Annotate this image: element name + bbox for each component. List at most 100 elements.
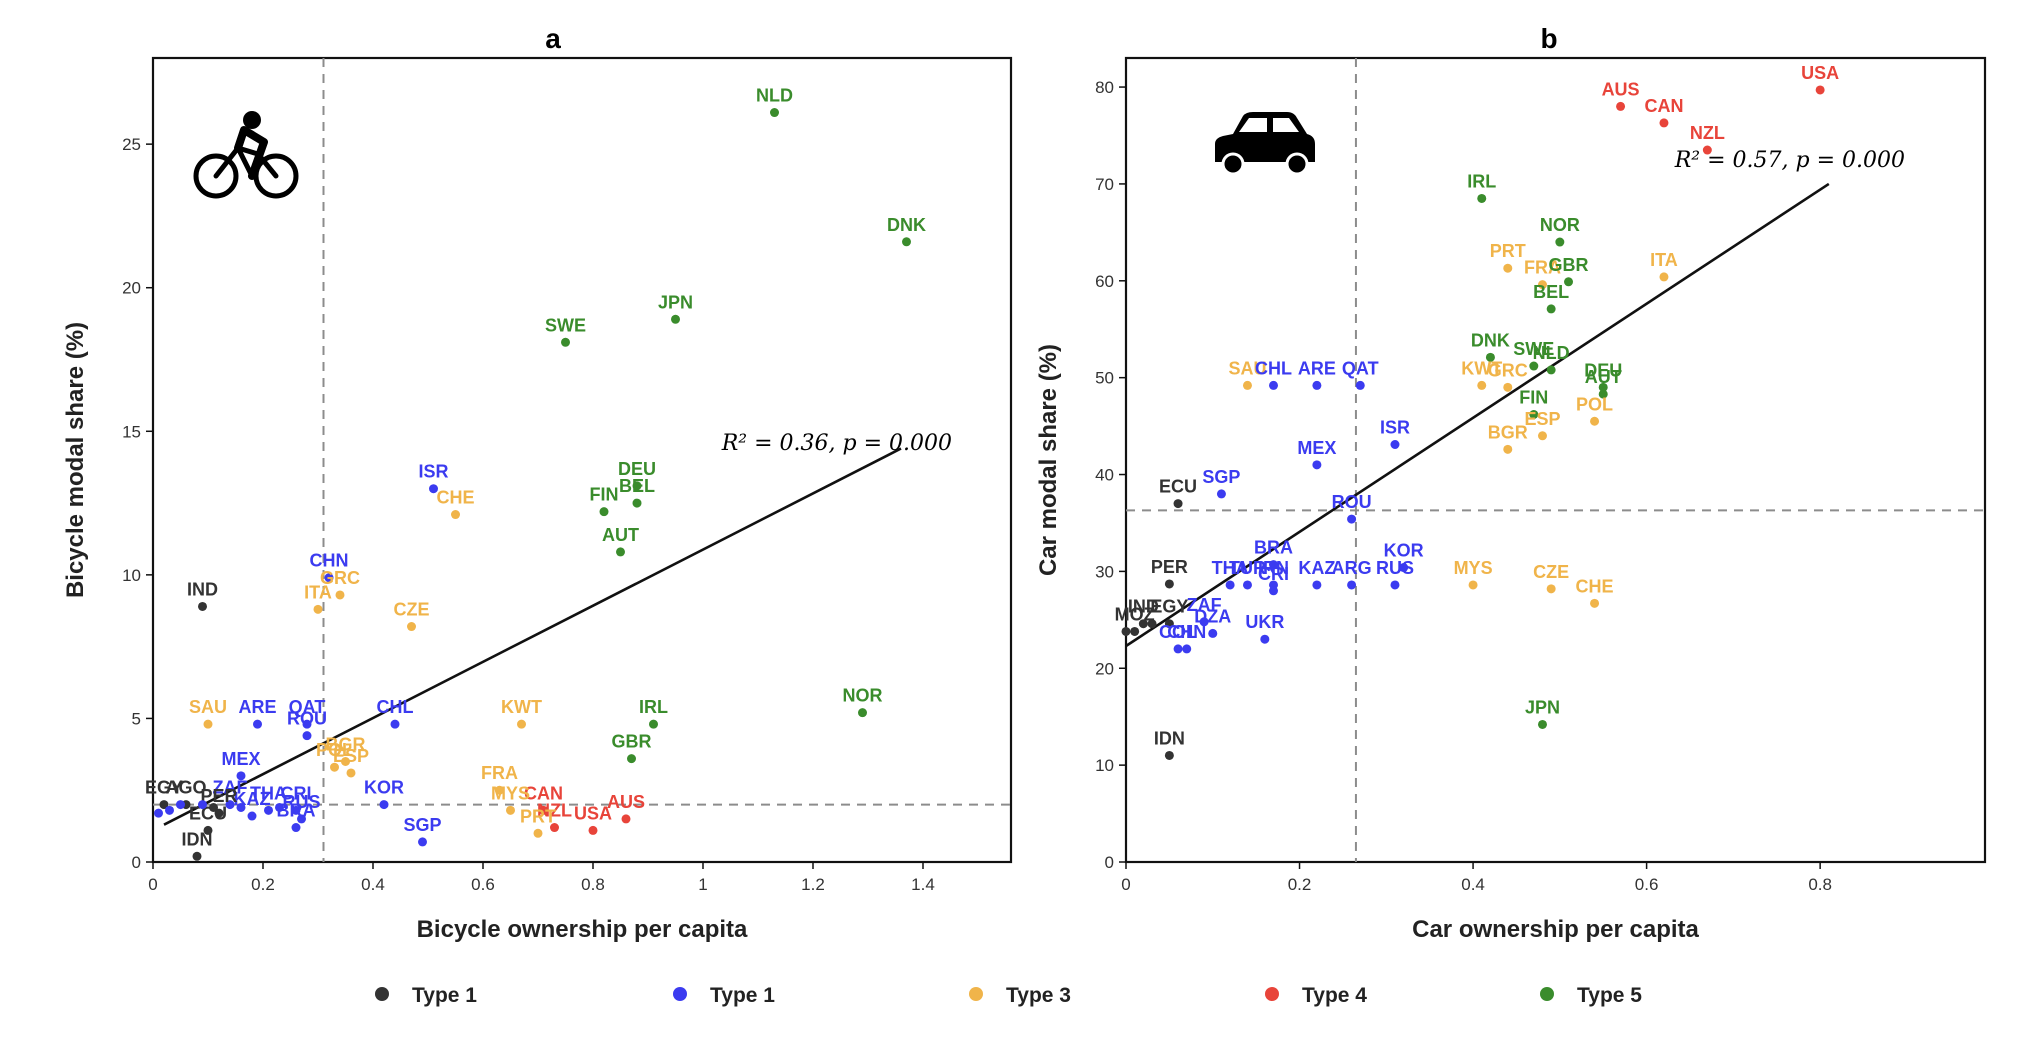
data-point[interactable] <box>599 507 609 517</box>
data-point[interactable] <box>1312 580 1322 590</box>
data-point[interactable] <box>1121 626 1131 636</box>
data-point[interactable] <box>1659 118 1669 128</box>
data-point[interactable] <box>621 814 631 824</box>
data-point[interactable] <box>302 731 312 741</box>
data-point[interactable] <box>236 802 246 812</box>
data-point[interactable] <box>379 800 389 810</box>
data-point[interactable] <box>1173 499 1183 509</box>
data-point[interactable] <box>154 808 163 818</box>
data-point[interactable] <box>302 719 312 729</box>
data-point[interactable] <box>1503 263 1513 273</box>
data-point[interactable] <box>1199 617 1209 627</box>
data-point[interactable] <box>1269 380 1279 390</box>
data-point[interactable] <box>1477 193 1487 203</box>
data-point[interactable] <box>1347 514 1357 524</box>
data-point[interactable] <box>1347 580 1357 590</box>
data-point[interactable] <box>1564 277 1574 287</box>
data-point[interactable] <box>1269 560 1279 570</box>
data-point[interactable] <box>418 837 427 847</box>
data-point[interactable] <box>649 719 658 729</box>
data-point[interactable] <box>1138 619 1148 629</box>
data-point[interactable] <box>313 604 323 614</box>
data-point[interactable] <box>1702 145 1712 155</box>
data-point[interactable] <box>627 754 636 764</box>
data-point[interactable] <box>770 108 779 118</box>
data-point[interactable] <box>632 481 642 491</box>
data-point[interactable] <box>264 805 273 815</box>
data-point[interactable] <box>1164 619 1174 629</box>
data-point[interactable] <box>1598 389 1608 399</box>
data-point[interactable] <box>902 237 911 247</box>
data-point[interactable] <box>588 825 598 835</box>
data-point[interactable] <box>176 800 185 810</box>
data-point[interactable] <box>495 785 504 795</box>
data-point[interactable] <box>346 768 356 778</box>
data-point[interactable] <box>198 800 207 810</box>
data-point[interactable] <box>1164 750 1174 760</box>
data-point[interactable] <box>632 498 642 508</box>
data-point[interactable] <box>198 601 207 611</box>
data-point[interactable] <box>407 622 416 632</box>
data-point[interactable] <box>214 808 224 818</box>
data-point[interactable] <box>1659 272 1669 282</box>
data-point[interactable] <box>1815 85 1825 95</box>
data-point[interactable] <box>1399 563 1409 573</box>
data-point[interactable] <box>550 823 559 833</box>
data-point[interactable] <box>429 484 438 494</box>
data-point[interactable] <box>1529 361 1539 371</box>
data-point[interactable] <box>330 762 339 772</box>
data-point[interactable] <box>1390 580 1400 590</box>
data-point[interactable] <box>1242 380 1252 390</box>
data-point[interactable] <box>858 708 867 718</box>
data-point[interactable] <box>1164 579 1174 589</box>
data-point[interactable] <box>1130 626 1140 636</box>
data-point[interactable] <box>1312 380 1322 390</box>
data-point[interactable] <box>297 814 306 824</box>
data-point[interactable] <box>275 802 284 812</box>
data-point[interactable] <box>203 719 213 729</box>
data-point[interactable] <box>1147 619 1157 629</box>
data-point[interactable] <box>1242 580 1252 590</box>
data-point[interactable] <box>291 805 301 815</box>
data-point[interactable] <box>192 851 202 861</box>
data-point[interactable] <box>341 757 350 766</box>
data-point[interactable] <box>1355 380 1365 390</box>
data-point[interactable] <box>253 719 262 729</box>
data-point[interactable] <box>1468 580 1478 590</box>
data-point[interactable] <box>165 805 174 815</box>
data-point[interactable] <box>1537 280 1547 290</box>
data-point[interactable] <box>1312 460 1322 470</box>
data-point[interactable] <box>1598 382 1608 392</box>
data-point[interactable] <box>335 590 345 600</box>
data-point[interactable] <box>1260 634 1270 644</box>
data-point[interactable] <box>1555 237 1565 247</box>
data-point[interactable] <box>616 547 625 557</box>
data-point[interactable] <box>203 825 213 835</box>
data-point[interactable] <box>1173 644 1183 654</box>
data-point[interactable] <box>1269 586 1279 596</box>
data-point[interactable] <box>517 719 526 729</box>
data-point[interactable] <box>1546 304 1556 314</box>
data-point[interactable] <box>1537 431 1547 441</box>
data-point[interactable] <box>324 573 334 583</box>
data-point[interactable] <box>451 510 460 520</box>
data-point[interactable] <box>1546 365 1556 375</box>
data-point[interactable] <box>1216 489 1226 499</box>
data-point[interactable] <box>1182 644 1192 654</box>
data-point[interactable] <box>1390 440 1400 450</box>
data-point[interactable] <box>539 805 548 815</box>
data-point[interactable] <box>1208 628 1218 638</box>
data-point[interactable] <box>1503 382 1513 392</box>
data-point[interactable] <box>533 828 543 838</box>
data-point[interactable] <box>1225 580 1235 590</box>
data-point[interactable] <box>1485 352 1495 362</box>
data-point[interactable] <box>236 771 246 781</box>
data-point[interactable] <box>1537 719 1547 729</box>
data-point[interactable] <box>1477 380 1487 390</box>
data-point[interactable] <box>209 802 218 812</box>
data-point[interactable] <box>225 800 235 810</box>
data-point[interactable] <box>291 823 301 833</box>
data-point[interactable] <box>1590 598 1600 608</box>
data-point[interactable] <box>506 805 515 815</box>
data-point[interactable] <box>1503 444 1513 454</box>
